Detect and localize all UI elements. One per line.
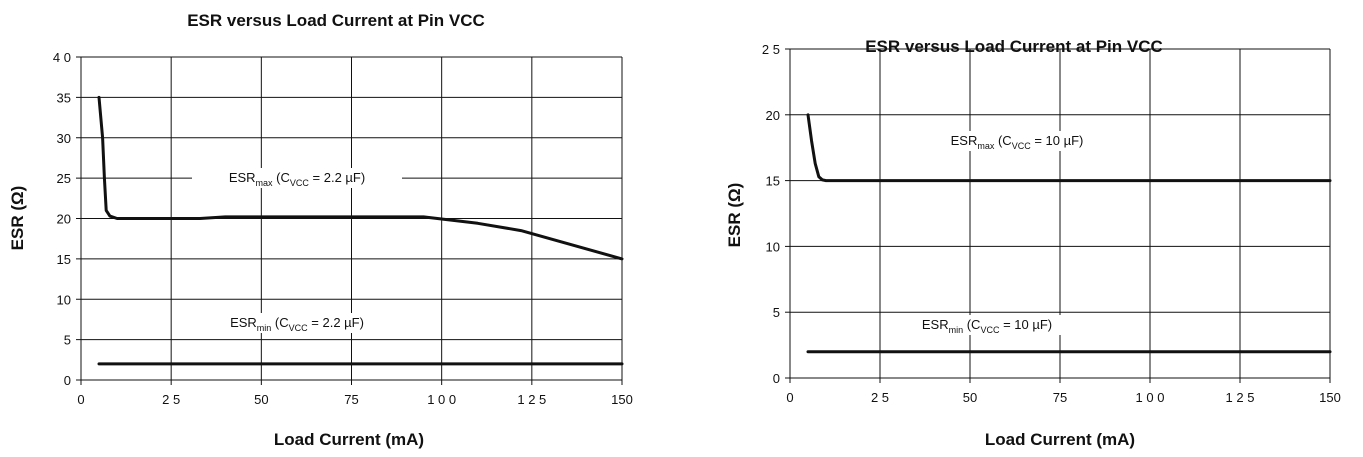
x-tick-label: 75 <box>344 392 358 407</box>
y-tick-label: 0 <box>773 371 780 386</box>
label-background <box>897 315 1077 335</box>
esr-max-line <box>97 95 624 261</box>
y-tick-label: 20 <box>766 108 780 123</box>
x-tick-label: 50 <box>254 392 268 407</box>
y-tick-label: 15 <box>57 252 71 267</box>
y-tick-label: 15 <box>766 174 780 189</box>
y-tick-label: 25 <box>57 171 71 186</box>
label-background <box>192 168 402 188</box>
esr-max-label: ESRmax (CVCC = 10 µF) <box>927 131 1107 151</box>
x-tick-label: 1 2 5 <box>517 392 546 407</box>
series-label-text: ESRmin (CVCC = 2.2 µF) <box>230 315 364 333</box>
x-tick-label: 2 5 <box>162 392 180 407</box>
chart-1-x-axis-title: Load Current (mA) <box>274 430 424 449</box>
x-tick-label: 1 0 0 <box>1136 390 1165 405</box>
esr-min-label: ESRmin (CVCC = 2.2 µF) <box>192 313 402 333</box>
y-tick-label: 0 <box>64 373 71 388</box>
y-tick-label: 2 5 <box>762 42 780 57</box>
chart-1-title: ESR versus Load Current at Pin VCC <box>187 11 485 30</box>
x-tick-label: 1 2 5 <box>1226 390 1255 405</box>
x-tick-label: 75 <box>1053 390 1067 405</box>
x-tick-label: 0 <box>77 392 84 407</box>
esr-max-line <box>806 113 1332 183</box>
chart-1-y-axis-title: ESR (Ω) <box>8 186 27 251</box>
series-label-text: ESRmax (CVCC = 2.2 µF) <box>229 170 365 188</box>
esr-max-label: ESRmax (CVCC = 2.2 µF) <box>192 168 402 188</box>
x-tick-label: 150 <box>1319 390 1341 405</box>
y-tick-label: 10 <box>57 292 71 307</box>
y-tick-label: 5 <box>773 305 780 320</box>
x-tick-label: 50 <box>963 390 977 405</box>
esr-min-label: ESRmin (CVCC = 10 µF) <box>897 315 1077 335</box>
y-tick-label: 4 0 <box>53 50 71 65</box>
y-tick-label: 30 <box>57 131 71 146</box>
chart-2: 0 2 5 50 75 1 0 0 1 2 5 150 0 5 10 15 20 2 5 ESRmax (… <box>762 42 1341 405</box>
y-tick-label: 20 <box>57 212 71 227</box>
y-tick-label: 35 <box>57 90 71 105</box>
x-tick-label: 2 5 <box>871 390 889 405</box>
chart-2-y-axis-title: ESR (Ω) <box>725 183 744 248</box>
label-background <box>927 131 1107 151</box>
x-tick-label: 1 0 0 <box>427 392 456 407</box>
y-tick-label: 5 <box>64 333 71 348</box>
x-tick-label: 150 <box>611 392 633 407</box>
chart-2-title: ESR versus Load Current at Pin VCC <box>865 37 1163 56</box>
series-label-text: ESRmin (CVCC = 10 µF) <box>922 317 1052 335</box>
series-label-text: ESRmax (CVCC = 10 µF) <box>951 133 1084 151</box>
chart-2-x-axis-title: Load Current (mA) <box>985 430 1135 449</box>
label-background <box>192 313 402 333</box>
x-tick-label: 0 <box>786 390 793 405</box>
y-tick-label: 10 <box>766 239 780 254</box>
